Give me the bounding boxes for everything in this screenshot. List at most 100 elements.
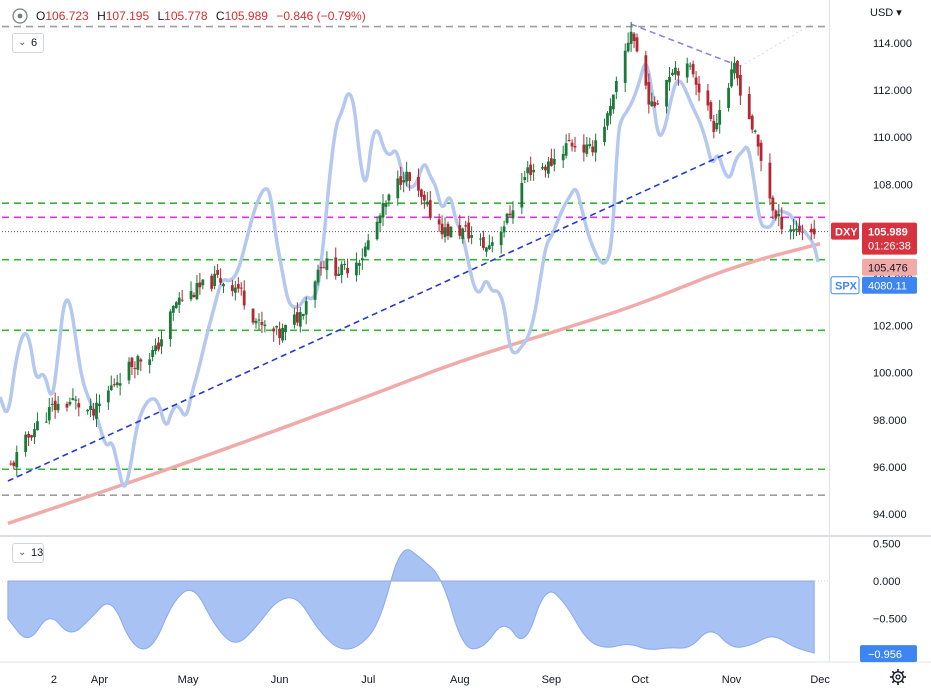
- candle-body: [402, 180, 406, 183]
- candle: [428, 190, 432, 221]
- candle: [594, 133, 598, 162]
- candle: [464, 220, 468, 233]
- candle: [458, 214, 462, 240]
- candle-body: [650, 101, 654, 107]
- candle: [505, 212, 509, 225]
- candle: [420, 188, 423, 205]
- candle: [656, 99, 660, 106]
- candle: [189, 281, 193, 302]
- candle-body: [56, 403, 60, 411]
- candle-body: [443, 227, 447, 238]
- y-tick-label: 108.000: [873, 179, 913, 191]
- candle-body: [168, 311, 172, 339]
- candle-body: [325, 258, 329, 271]
- visibility-eye-icon[interactable]: [12, 8, 28, 24]
- candle: [552, 148, 556, 172]
- candle: [68, 397, 72, 407]
- candle: [384, 200, 388, 215]
- candle: [688, 62, 692, 70]
- moving-average-line: [7, 242, 821, 526]
- candle: [479, 233, 482, 247]
- candle-body: [316, 269, 320, 283]
- candle-body: [449, 226, 453, 238]
- candle-body: [275, 325, 279, 328]
- candle-body: [71, 398, 75, 401]
- candle: [89, 398, 93, 418]
- candle: [180, 289, 184, 302]
- candle: [623, 43, 627, 93]
- candle: [437, 213, 441, 232]
- candle: [759, 139, 763, 172]
- candle-body: [396, 178, 400, 199]
- candle: [523, 170, 527, 184]
- candle: [355, 252, 358, 282]
- candle-body: [417, 176, 420, 191]
- candle-body: [201, 279, 205, 286]
- candle: [544, 164, 547, 178]
- settings-gear-icon[interactable]: [889, 668, 907, 686]
- candle-body: [809, 228, 813, 233]
- candle: [304, 296, 308, 325]
- candle: [12, 460, 16, 470]
- candle-body: [334, 257, 338, 276]
- candle: [236, 277, 240, 293]
- open-value: 106.723: [45, 9, 89, 23]
- candle: [736, 59, 739, 86]
- candle: [109, 375, 113, 391]
- candle: [387, 193, 391, 207]
- candle: [375, 216, 379, 241]
- dxy-name-text: DXY: [835, 227, 858, 239]
- candle-body: [606, 113, 609, 126]
- candle-body: [284, 324, 287, 333]
- candle-body: [68, 401, 72, 405]
- currency-menu[interactable]: USD ▾: [870, 7, 902, 19]
- candle-body: [523, 177, 527, 181]
- candle-body: [706, 90, 710, 106]
- candle: [340, 261, 344, 284]
- candle-body: [715, 123, 719, 130]
- candle-body: [461, 228, 465, 240]
- candle-body: [738, 74, 742, 96]
- candle-body: [603, 126, 606, 143]
- candle: [278, 321, 282, 345]
- candle: [44, 412, 48, 423]
- candle: [809, 223, 813, 240]
- candle: [216, 263, 220, 278]
- candle: [337, 266, 341, 277]
- y-tick-label: 94.000: [873, 509, 907, 521]
- candle: [526, 161, 530, 183]
- candle-body: [171, 306, 175, 313]
- candle: [668, 66, 671, 91]
- candle: [192, 292, 196, 298]
- candle: [774, 209, 778, 221]
- candle: [118, 372, 122, 396]
- x-tick-label: Aug: [450, 674, 470, 686]
- candle: [86, 409, 90, 415]
- candle-body: [92, 409, 95, 416]
- candle: [801, 224, 804, 241]
- spx-name-tag: [830, 276, 860, 295]
- candle: [9, 460, 13, 466]
- candle-body: [532, 169, 536, 173]
- candle-body: [685, 63, 689, 78]
- candle: [168, 309, 172, 347]
- candle-body: [109, 385, 113, 391]
- trendline-1: [7, 150, 732, 482]
- candle-body: [801, 231, 804, 233]
- candle: [718, 99, 722, 134]
- candle-body: [295, 312, 299, 323]
- sub-indicators-toggle[interactable]: ⌄ 13: [12, 543, 44, 563]
- candle-body: [139, 359, 143, 362]
- low-label: L: [157, 9, 165, 23]
- candle-body: [795, 228, 798, 231]
- candle-body: [157, 342, 160, 350]
- candle: [230, 279, 234, 297]
- main-indicators-toggle[interactable]: ⌄ 6: [12, 33, 44, 53]
- candle-body: [118, 383, 122, 386]
- candle: [750, 114, 754, 134]
- candle-body: [399, 176, 403, 185]
- candle-body: [343, 264, 347, 266]
- candle-body: [582, 144, 586, 153]
- corr-value-text: −0.956: [868, 649, 902, 661]
